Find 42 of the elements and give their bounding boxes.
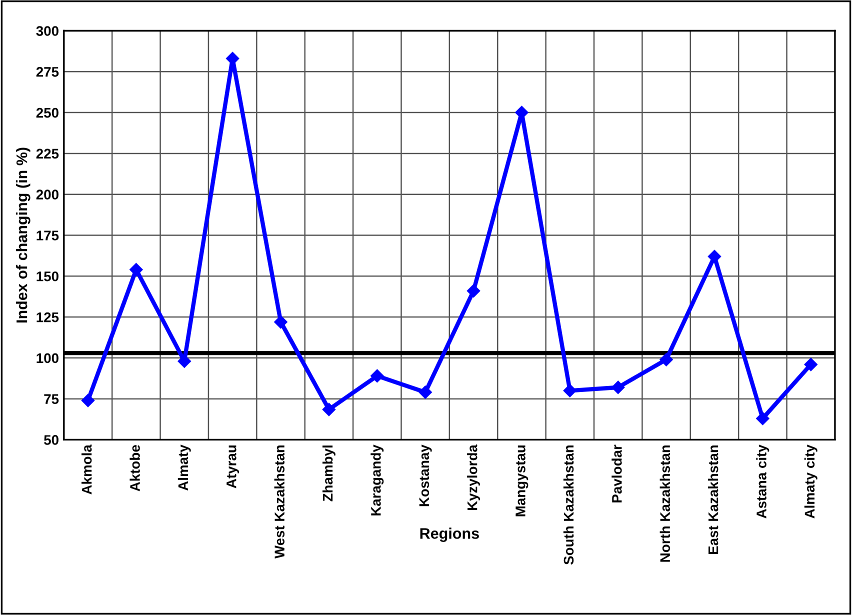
- point: [322, 402, 336, 416]
- y-tick-label: 275: [36, 66, 59, 77]
- point: [756, 412, 770, 426]
- x-tick-label: East Kazakhstan: [708, 445, 718, 554]
- x-tick-label: Almaty: [178, 444, 191, 491]
- y-tick-label: 125: [36, 312, 59, 322]
- y-tick-label: 250: [36, 108, 58, 118]
- point: [418, 386, 432, 399]
- x-tick-label: Karagandy: [370, 444, 384, 516]
- x-tick-label: North Kazakhstan: [660, 445, 670, 562]
- point: [81, 394, 95, 408]
- point: [370, 369, 384, 383]
- y-tick-label: 100: [36, 353, 58, 364]
- y-tick-label: 175: [36, 230, 59, 240]
- x-tick-label: Mangystau: [516, 445, 528, 516]
- point: [130, 263, 143, 276]
- x-tick-label: Almaty city: [804, 444, 818, 518]
- y-tick-label: 225: [36, 148, 59, 159]
- point: [274, 315, 288, 329]
- x-tick-label: Zhambyl: [322, 446, 336, 502]
- point: [708, 250, 722, 264]
- x-tick-label: Kyzylorda: [467, 444, 480, 510]
- x-tick-label: Atyrau: [226, 446, 240, 488]
- point: [466, 284, 480, 298]
- y-tick-label: 300: [36, 26, 58, 36]
- point: [563, 384, 576, 398]
- x-tick-label: Kostanay: [419, 444, 432, 506]
- y-tick-label: 150: [36, 271, 58, 282]
- y-tick-label: 200: [36, 190, 58, 200]
- x-tick-label: Akmola: [82, 444, 92, 494]
- point: [612, 380, 625, 394]
- x-tick-label: Aktobe: [130, 445, 140, 492]
- y-tick-label: 50: [44, 435, 58, 445]
- y-axis-title: Index of changing (in %): [16, 148, 30, 322]
- x-tick-label: Astana city: [756, 444, 770, 518]
- x-tick-label: Pavlodar: [612, 444, 622, 502]
- x-axis-title: Regions: [420, 528, 479, 542]
- x-tick-label: West Kazakhstan: [274, 445, 284, 559]
- x-tick-label: South Kazakhstan: [563, 445, 574, 565]
- point: [804, 358, 818, 372]
- point: [660, 352, 673, 366]
- y-tick-label: 75: [44, 394, 59, 404]
